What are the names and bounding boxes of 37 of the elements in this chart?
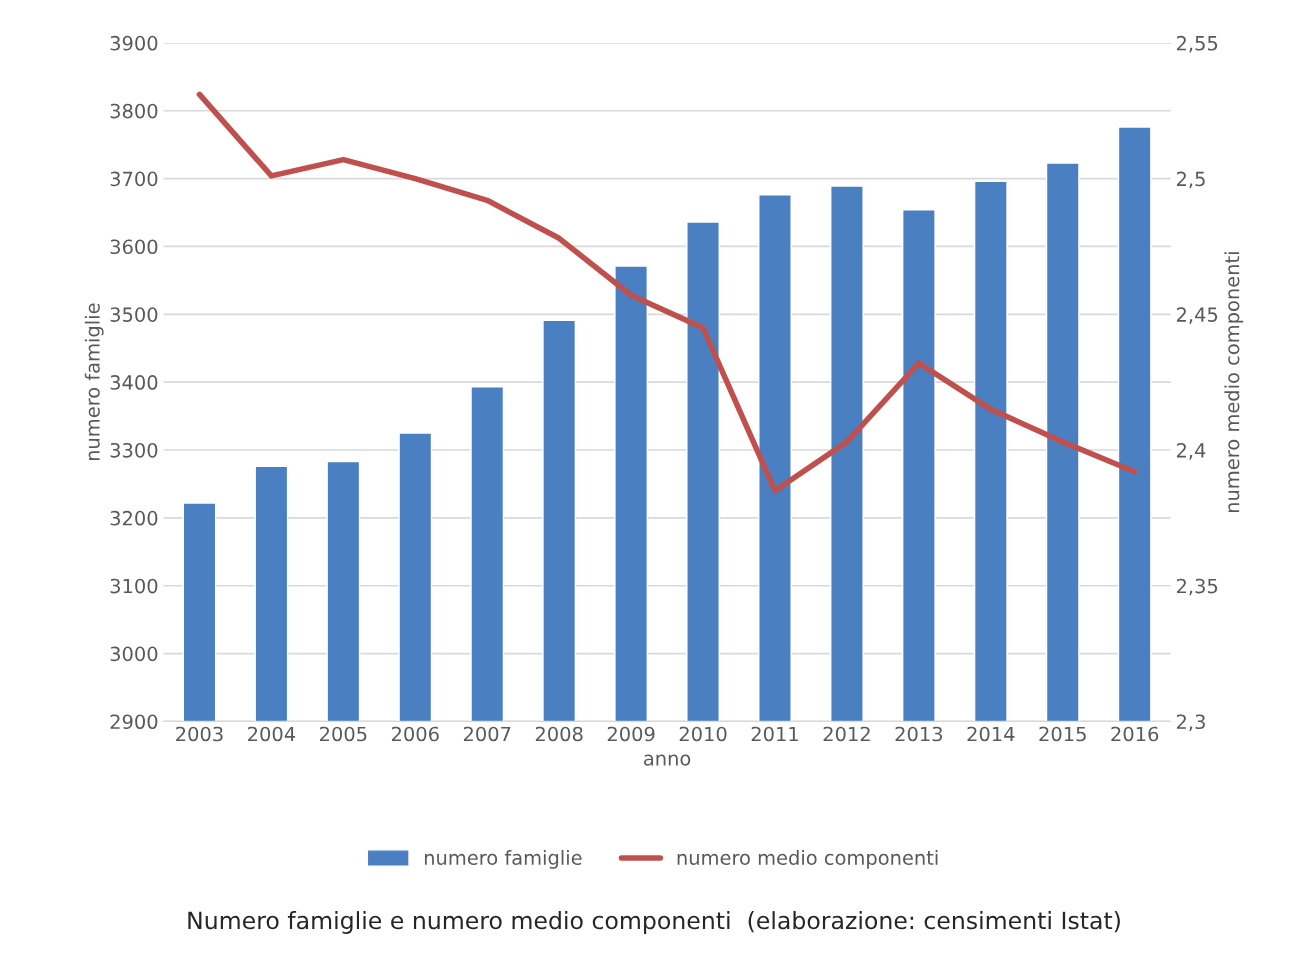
x-tick-label: 2009	[607, 726, 655, 742]
x-tick-label: 2004	[248, 726, 296, 742]
x-tick-label: 2006	[391, 726, 439, 742]
x-tick-label: 2010	[679, 726, 727, 742]
x-tick-label: 2014	[967, 726, 1015, 742]
y2-tick-label: 2,55	[1176, 35, 1218, 53]
y2-tick-label: 2,3	[1176, 714, 1205, 732]
legend-label: numero medio componenti	[677, 849, 938, 869]
x-tick-label: 2008	[535, 726, 583, 742]
x-tick-label: 2011	[751, 726, 798, 742]
y2-tick-label: 2,45	[1176, 307, 1218, 324]
y-tick-label: 2900	[110, 714, 158, 730]
y2-tick-label: 2,35	[1176, 578, 1218, 596]
y-tick-label: 3900	[110, 35, 158, 51]
y-tick-label: 3800	[110, 103, 158, 119]
y-tick-label: 3500	[110, 307, 158, 322]
y-tick-label: 3400	[110, 375, 158, 390]
y-tick-label: 3100	[110, 578, 158, 594]
y2-tick-label: 2,5	[1176, 171, 1205, 189]
x-tick-label: 2012	[823, 726, 870, 742]
x-tick-label: 2007	[463, 726, 511, 742]
y-tick-label: 3600	[110, 239, 158, 255]
y-axis-title: numero famiglie	[84, 303, 104, 461]
x-tick-label: 2013	[895, 726, 943, 742]
y-tick-label: 3700	[110, 171, 158, 187]
x-tick-label: 2016	[1111, 726, 1159, 742]
x-tick-label: 2015	[1039, 726, 1086, 742]
y-tick-label: 3300	[110, 442, 158, 458]
y2-axis-title: numero medio componenti	[1224, 252, 1244, 513]
x-tick-label: 2003	[176, 726, 223, 742]
legend-label: numero famiglie	[424, 849, 582, 869]
x-axis-title: anno	[644, 754, 691, 766]
x-tick-label: 2005	[320, 726, 367, 742]
y-tick-label: 3200	[110, 510, 158, 526]
y2-tick-label: 2,4	[1176, 442, 1206, 460]
y-tick-label: 3000	[110, 646, 158, 662]
text: Numero famiglie e numero medio componenti (elaborazione: censimenti Istat)	[188, 911, 1120, 934]
